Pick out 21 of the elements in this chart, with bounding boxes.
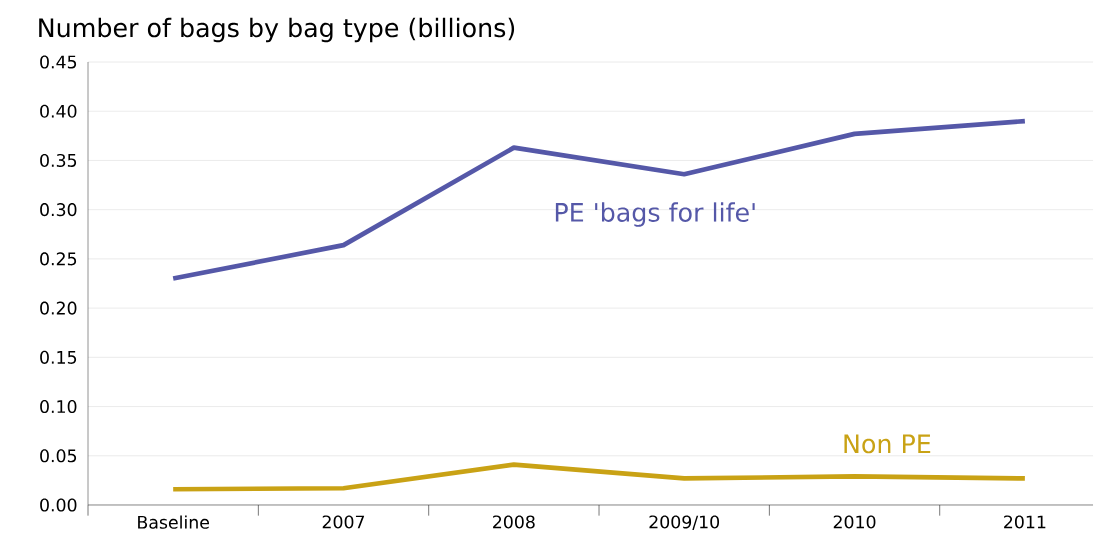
x-tick-label: 2010 [833, 515, 876, 529]
x-tick-label: 2011 [1004, 515, 1046, 529]
y-tick-label: 0.35 [40, 153, 77, 167]
x-tick-label: 2007 [322, 515, 365, 529]
y-tick-label: 0.40 [40, 104, 77, 118]
line-series [170, 118, 1028, 281]
y-tick-label: 0.10 [40, 400, 77, 414]
x-tick-label: 2009/10 [649, 515, 720, 530]
y-tick-label: 0.00 [40, 498, 77, 512]
line-series [170, 462, 1028, 492]
y-tick-label: 0.05 [40, 449, 77, 463]
y-tick-label: 0.45 [40, 55, 77, 69]
x-tick-label: Baseline [138, 515, 210, 529]
y-tick-label: 0.20 [40, 301, 77, 315]
y-tick-label: 0.25 [40, 252, 77, 266]
y-tick-label: 0.15 [40, 350, 77, 364]
x-tick-label: 2008 [493, 515, 535, 529]
y-tick-label: 0.30 [40, 203, 77, 217]
series-label: PE 'bags for life' [555, 202, 755, 227]
series-label: Non PE [844, 434, 931, 454]
chart-title: Number of bags by bag type (billions) [39, 17, 515, 43]
